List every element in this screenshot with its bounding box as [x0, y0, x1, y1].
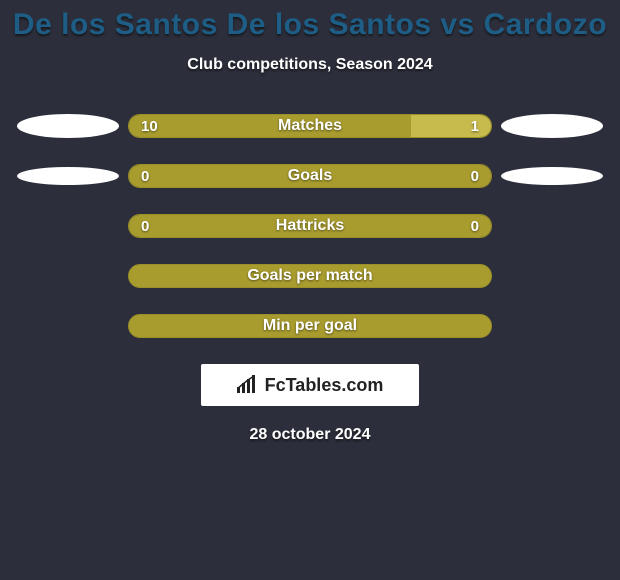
stat-value-right: 0	[471, 168, 479, 185]
avatar-slot-left	[8, 114, 128, 138]
stat-row-min-per-goal: Min per goal	[8, 314, 612, 338]
stat-value-right: 0	[471, 218, 479, 235]
stat-label: Hattricks	[276, 217, 344, 235]
stat-value-left: 0	[141, 218, 149, 235]
player-avatar-right	[501, 167, 603, 185]
stat-value-left: 10	[141, 118, 158, 135]
stat-bar: 00Hattricks	[128, 214, 492, 238]
date-label: 28 october 2024	[0, 426, 620, 444]
comparison-area: 101Matches00Goals00HattricksGoals per ma…	[0, 114, 620, 338]
stat-value-left: 0	[141, 168, 149, 185]
stat-row-goals-per-match: Goals per match	[8, 264, 612, 288]
logo-text: FcTables.com	[265, 375, 384, 396]
player-avatar-right	[501, 114, 603, 138]
avatar-slot-right	[492, 114, 612, 138]
page-subtitle: Club competitions, Season 2024	[0, 56, 620, 74]
stat-value-right: 1	[471, 118, 479, 135]
stat-bar-right: 1	[411, 115, 491, 137]
stat-row-matches: 10 1 Matches	[8, 114, 612, 138]
stat-bar: 10 1 Matches	[128, 114, 492, 138]
stat-bar-left: 10	[129, 115, 411, 137]
stat-bar-plain: Min per goal	[128, 314, 492, 338]
stat-bar-right: 0	[479, 165, 491, 187]
avatar-slot-right	[492, 167, 612, 185]
stat-bar-right: 0	[479, 215, 491, 237]
page-title: De los Santos De los Santos vs Cardozo	[0, 0, 620, 42]
avatar-slot-left	[8, 167, 128, 185]
chart-icon	[237, 375, 259, 395]
stat-row-hattricks: 00Hattricks	[8, 214, 612, 238]
stat-bar: 00Goals	[128, 164, 492, 188]
stat-label: Goals	[288, 167, 332, 185]
stat-bar-plain: Goals per match	[128, 264, 492, 288]
stat-row-goals: 00Goals	[8, 164, 612, 188]
stat-label: Matches	[278, 117, 342, 135]
player-avatar-left	[17, 167, 119, 185]
player-avatar-left	[17, 114, 119, 138]
logo-box: FcTables.com	[201, 364, 419, 406]
